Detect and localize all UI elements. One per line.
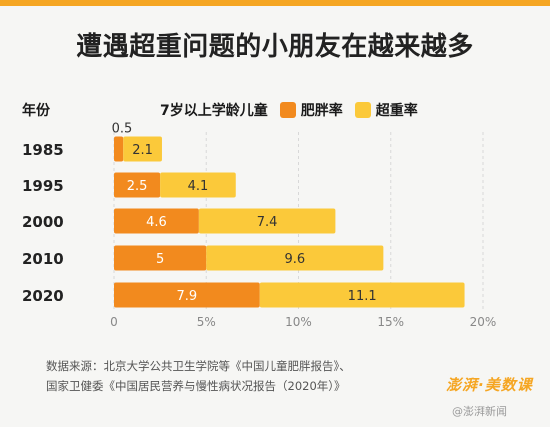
y-category-label: 2010	[22, 250, 64, 268]
legend-swatch-overweight	[354, 102, 371, 118]
bar-overweight	[198, 208, 336, 234]
legend: 年份 7岁以上学龄儿童 肥胖率 超重率	[0, 100, 550, 122]
y-category-label: 2000	[22, 213, 64, 231]
bar-overweight	[123, 136, 162, 162]
data-label-obesity: 0.5	[112, 122, 133, 137]
watermark: @澎湃新闻	[452, 405, 507, 418]
y-category-label: 1985	[22, 141, 64, 159]
bar-obesity	[114, 282, 260, 308]
data-label-overweight: 9.6	[284, 252, 305, 267]
legend-item-obesity: 肥胖率	[279, 100, 343, 120]
bar-overweight	[206, 245, 384, 271]
data-label-overweight: 2.1	[132, 143, 153, 158]
data-label-obesity: 4.6	[146, 215, 167, 230]
category-axis-title: 年份	[22, 103, 50, 119]
source-line-1: 数据来源：北京大学公共卫生学院等《中国儿童肥胖报告》、	[46, 359, 351, 373]
legend-group-label: 7岁以上学龄儿童	[160, 103, 268, 119]
bar-obesity	[114, 245, 207, 271]
source-note: 数据来源：北京大学公共卫生学院等《中国儿童肥胖报告》、 国家卫健委《中国居民营养…	[46, 356, 351, 396]
bar-obesity	[114, 136, 124, 162]
legend-item-overweight: 超重率	[354, 100, 418, 120]
data-label-overweight: 7.4	[257, 215, 278, 230]
y-category-label: 2020	[22, 287, 64, 305]
x-tick-label: 5%	[197, 315, 216, 329]
data-label-overweight: 4.1	[188, 179, 209, 194]
bar-obesity	[114, 208, 199, 234]
brand-logo: 澎湃·美数课	[446, 376, 533, 394]
x-tick-label: 10%	[285, 315, 312, 329]
y-category-label: 1995	[22, 177, 64, 195]
bar-overweight	[259, 282, 465, 308]
data-label-obesity: 5	[156, 252, 164, 267]
legend-group: 7岁以上学龄儿童 肥胖率 超重率	[160, 100, 418, 120]
data-label-obesity: 7.9	[177, 289, 198, 304]
legend-swatch-obesity	[279, 102, 296, 118]
chart-title: 遭遇超重问题的小朋友在越来越多	[76, 32, 474, 62]
x-tick-label: 15%	[377, 315, 404, 329]
bar-overweight	[160, 172, 236, 198]
bar-obesity	[114, 172, 161, 198]
data-label-overweight: 11.1	[348, 289, 377, 304]
source-line-2: 国家卫健委《中国居民营养与慢性病状况报告（2020年）》	[46, 379, 346, 393]
legend-label-obesity: 肥胖率	[300, 103, 343, 119]
data-label-obesity: 2.5	[127, 179, 148, 194]
x-tick-label: 20%	[470, 315, 497, 329]
legend-label-overweight: 超重率	[375, 103, 418, 119]
x-tick-label: 0	[110, 315, 118, 329]
